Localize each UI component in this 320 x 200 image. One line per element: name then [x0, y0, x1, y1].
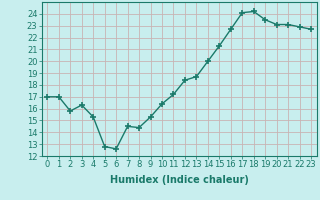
X-axis label: Humidex (Indice chaleur): Humidex (Indice chaleur): [110, 175, 249, 185]
